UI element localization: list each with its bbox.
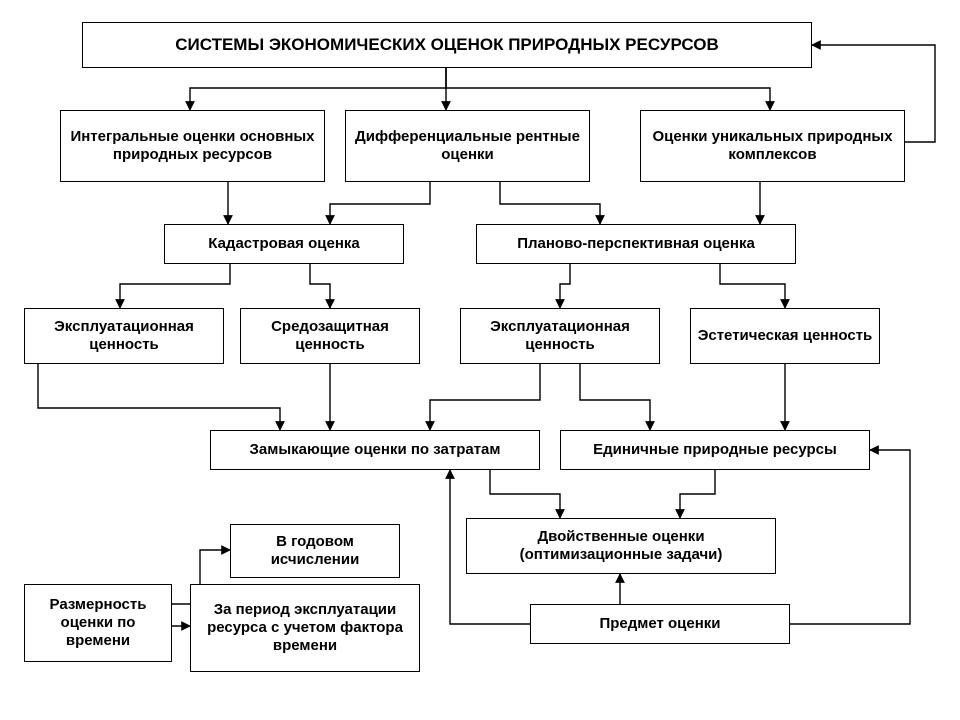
node-annual: В годовом исчислении <box>230 524 400 578</box>
node-closing: Замыкающие оценки по затратам <box>210 430 540 470</box>
node-period: За период эксплуатации ресурса с учетом … <box>190 584 420 672</box>
edge-single-to-dual <box>680 470 715 518</box>
edge-closing-to-dual <box>490 470 560 518</box>
edge-exploit2-to-closing <box>430 364 540 430</box>
edge-differential-to-planned <box>500 182 600 224</box>
node-exploit2: Эксплуатационная ценность <box>460 308 660 364</box>
node-integral: Интегральные оценки основных природных р… <box>60 110 325 182</box>
edge-title-to-unique <box>446 68 770 110</box>
node-single: Единичные природные ресурсы <box>560 430 870 470</box>
node-protective: Средозащитная ценность <box>240 308 420 364</box>
edge-cadastral-to-exploit1 <box>120 264 230 308</box>
node-differential: Дифференциальные рентные оценки <box>345 110 590 182</box>
edge-exploit1-to-closing <box>38 364 280 430</box>
flowchart-stage: СИСТЕМЫ ЭКОНОМИЧЕСКИХ ОЦЕНОК ПРИРОДНЫХ Р… <box>0 0 960 720</box>
edge-cadastral-to-protective <box>310 264 330 308</box>
node-exploit1: Эксплуатационная ценность <box>24 308 224 364</box>
node-dual: Двойственные оценки (оптимизационные зад… <box>466 518 776 574</box>
node-aesthetic: Эстетическая ценность <box>690 308 880 364</box>
node-unique: Оценки уникальных природных комплексов <box>640 110 905 182</box>
edge-subject-to-single <box>790 450 910 624</box>
node-cadastral: Кадастровая оценка <box>164 224 404 264</box>
node-subject: Предмет оценки <box>530 604 790 644</box>
edge-planned-to-aesthetic <box>720 264 785 308</box>
edge-differential-to-cadastral <box>330 182 430 224</box>
node-dimension: Размерность оценки по времени <box>24 584 172 662</box>
edge-exploit2-to-single <box>580 364 650 430</box>
node-planned: Планово-перспективная оценка <box>476 224 796 264</box>
edge-title-to-integral <box>190 68 446 110</box>
edge-planned-to-exploit2 <box>560 264 570 308</box>
node-title: СИСТЕМЫ ЭКОНОМИЧЕСКИХ ОЦЕНОК ПРИРОДНЫХ Р… <box>82 22 812 68</box>
